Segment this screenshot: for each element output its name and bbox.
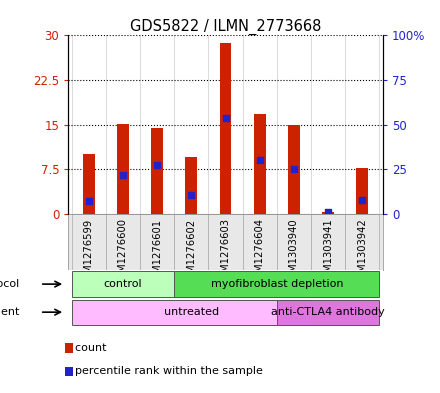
Point [256, 157, 263, 163]
Text: percentile rank within the sample: percentile rank within the sample [68, 366, 263, 376]
Text: GSM1276603: GSM1276603 [220, 219, 231, 285]
Bar [72, 299, 311, 325]
Bar [277, 214, 311, 270]
Text: GSM1276602: GSM1276602 [186, 219, 196, 286]
Text: control: control [103, 279, 142, 288]
Bar [151, 128, 163, 214]
Bar [209, 214, 242, 270]
Bar [117, 124, 129, 214]
Bar [72, 214, 106, 270]
Point [359, 196, 366, 203]
Text: untreated: untreated [164, 307, 219, 317]
Title: GDS5822 / ILMN_2773668: GDS5822 / ILMN_2773668 [130, 19, 321, 35]
Bar [220, 43, 231, 214]
Text: GSM1303941: GSM1303941 [323, 219, 333, 285]
Bar [140, 214, 174, 270]
Bar [185, 157, 197, 214]
Text: GSM1276604: GSM1276604 [255, 219, 265, 285]
Bar [254, 114, 266, 214]
Bar [311, 214, 345, 270]
Point [85, 197, 92, 204]
Point [119, 171, 126, 178]
Bar [72, 272, 174, 297]
Text: GSM1276600: GSM1276600 [118, 219, 128, 285]
Point [290, 166, 297, 173]
Text: agent: agent [0, 307, 19, 317]
Bar [322, 212, 334, 214]
Bar [106, 214, 140, 270]
Text: anti-CTLA4 antibody: anti-CTLA4 antibody [271, 307, 385, 317]
Text: myofibroblast depletion: myofibroblast depletion [211, 279, 343, 288]
Bar [174, 214, 209, 270]
Point [222, 115, 229, 121]
Text: GSM1303942: GSM1303942 [357, 219, 367, 285]
Text: GSM1276599: GSM1276599 [84, 219, 94, 286]
Bar [345, 214, 379, 270]
Text: GSM1276601: GSM1276601 [152, 219, 162, 286]
Text: protocol: protocol [0, 279, 19, 289]
Bar [277, 299, 379, 325]
Bar [242, 214, 277, 270]
Bar [174, 272, 379, 297]
Point [154, 162, 161, 168]
Point [325, 209, 332, 215]
Text: count: count [68, 343, 106, 353]
Bar [288, 125, 300, 214]
Text: GSM1303940: GSM1303940 [289, 219, 299, 285]
Point [188, 192, 195, 198]
Bar [83, 154, 95, 214]
Bar [356, 167, 368, 214]
